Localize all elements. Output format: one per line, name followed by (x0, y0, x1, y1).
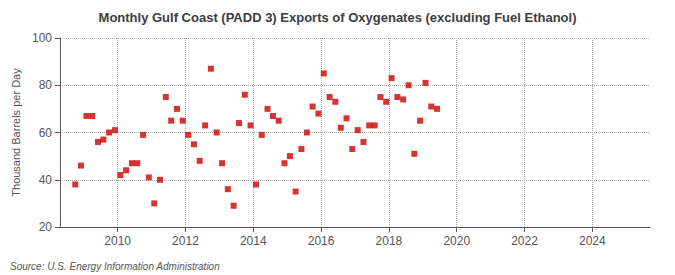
svg-text:2010: 2010 (104, 234, 131, 248)
svg-text:Thousand Barrels per Day: Thousand Barrels per Day (10, 68, 22, 197)
svg-text:2024: 2024 (579, 234, 606, 248)
svg-text:Source: U.S. Energy Informatio: Source: U.S. Energy Information Administ… (10, 261, 220, 272)
svg-text:2022: 2022 (511, 234, 538, 248)
svg-text:20: 20 (39, 220, 53, 234)
svg-text:2020: 2020 (443, 234, 470, 248)
svg-text:60: 60 (39, 126, 53, 140)
svg-text:Monthly Gulf Coast (PADD 3) Ex: Monthly Gulf Coast (PADD 3) Exports of O… (99, 10, 577, 25)
svg-text:100: 100 (32, 31, 52, 45)
svg-text:2018: 2018 (376, 234, 403, 248)
svg-text:80: 80 (39, 78, 53, 92)
svg-text:40: 40 (39, 173, 53, 187)
svg-text:2016: 2016 (308, 234, 335, 248)
svg-text:2014: 2014 (240, 234, 267, 248)
svg-text:2012: 2012 (172, 234, 199, 248)
